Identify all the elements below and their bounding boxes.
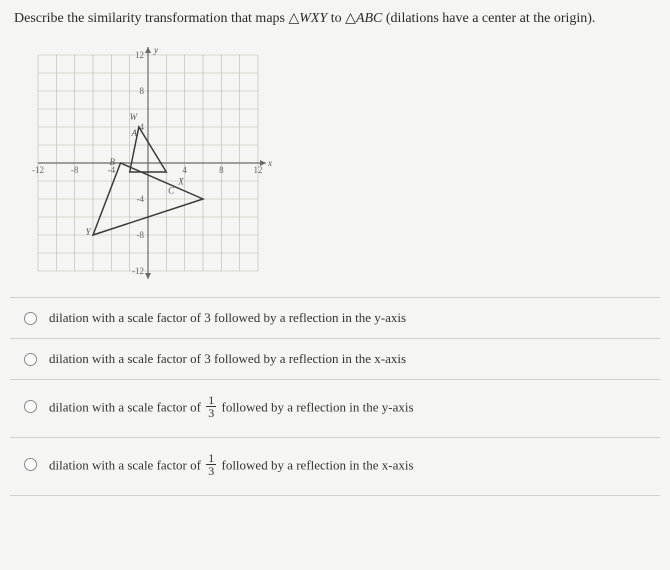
svg-text:-4: -4: [137, 194, 145, 204]
fraction-denominator: 3: [206, 407, 216, 419]
option-text: dilation with a scale factor of 13 follo…: [49, 454, 414, 479]
svg-text:8: 8: [140, 86, 145, 96]
answer-option-1[interactable]: dilation with a scale factor of 3 follow…: [10, 338, 660, 379]
option-post: followed by a reflection in the x-axis: [211, 351, 406, 366]
radio-button[interactable]: [24, 312, 37, 325]
radio-button[interactable]: [24, 458, 37, 471]
question-prompt: Describe the similarity transformation t…: [0, 0, 670, 33]
svg-text:Y: Y: [86, 227, 92, 237]
svg-text:B: B: [110, 157, 116, 167]
svg-text:4: 4: [182, 165, 187, 175]
option-text: dilation with a scale factor of 13 follo…: [49, 396, 414, 421]
option-post: followed by a reflection in the y-axis: [218, 399, 413, 414]
svg-text:-12: -12: [132, 266, 144, 276]
svg-text:12: 12: [135, 50, 144, 60]
question-mid: to: [331, 11, 345, 26]
radio-button[interactable]: [24, 353, 37, 366]
option-text: dilation with a scale factor of 3 follow…: [49, 351, 406, 367]
triangle2-name: ABC: [356, 11, 382, 26]
option-pre: dilation with a scale factor of: [49, 351, 204, 366]
option-post: followed by a reflection in the y-axis: [211, 310, 406, 325]
svg-text:12: 12: [254, 165, 263, 175]
answer-option-2[interactable]: dilation with a scale factor of 13 follo…: [10, 379, 660, 437]
question-prefix: Describe the similarity transformation t…: [14, 11, 288, 26]
triangle2-symbol: △: [345, 11, 356, 26]
option-post: followed by a reflection in the x-axis: [218, 457, 413, 472]
svg-text:A: A: [131, 128, 138, 138]
svg-text:-12: -12: [32, 165, 44, 175]
svg-text:C: C: [168, 186, 175, 196]
svg-text:W: W: [130, 112, 139, 122]
svg-text:-8: -8: [71, 165, 79, 175]
option-pre: dilation with a scale factor of: [49, 399, 204, 414]
radio-button[interactable]: [24, 400, 37, 413]
question-suffix: (dilations have a center at the origin).: [386, 11, 596, 26]
svg-text:-8: -8: [137, 230, 145, 240]
option-pre: dilation with a scale factor of: [49, 310, 204, 325]
svg-text:x: x: [267, 158, 272, 168]
svg-text:y: y: [153, 45, 158, 55]
answer-option-0[interactable]: dilation with a scale factor of 3 follow…: [10, 297, 660, 338]
svg-text:8: 8: [219, 165, 224, 175]
triangle1-name: WXY: [299, 11, 327, 26]
triangle1-symbol: △: [288, 11, 299, 26]
answer-options: dilation with a scale factor of 3 follow…: [0, 291, 670, 502]
option-pre: dilation with a scale factor of: [49, 457, 204, 472]
graph-container: -12-8-44812-12-8-44812yxBCXYWA: [0, 33, 670, 291]
option-text: dilation with a scale factor of 3 follow…: [49, 310, 406, 326]
fraction: 13: [206, 394, 216, 419]
fraction: 13: [206, 452, 216, 477]
svg-text:X: X: [177, 177, 184, 187]
fraction-denominator: 3: [206, 465, 216, 477]
answer-option-3[interactable]: dilation with a scale factor of 13 follo…: [10, 437, 660, 496]
coordinate-graph: -12-8-44812-12-8-44812yxBCXYWA: [20, 43, 280, 283]
